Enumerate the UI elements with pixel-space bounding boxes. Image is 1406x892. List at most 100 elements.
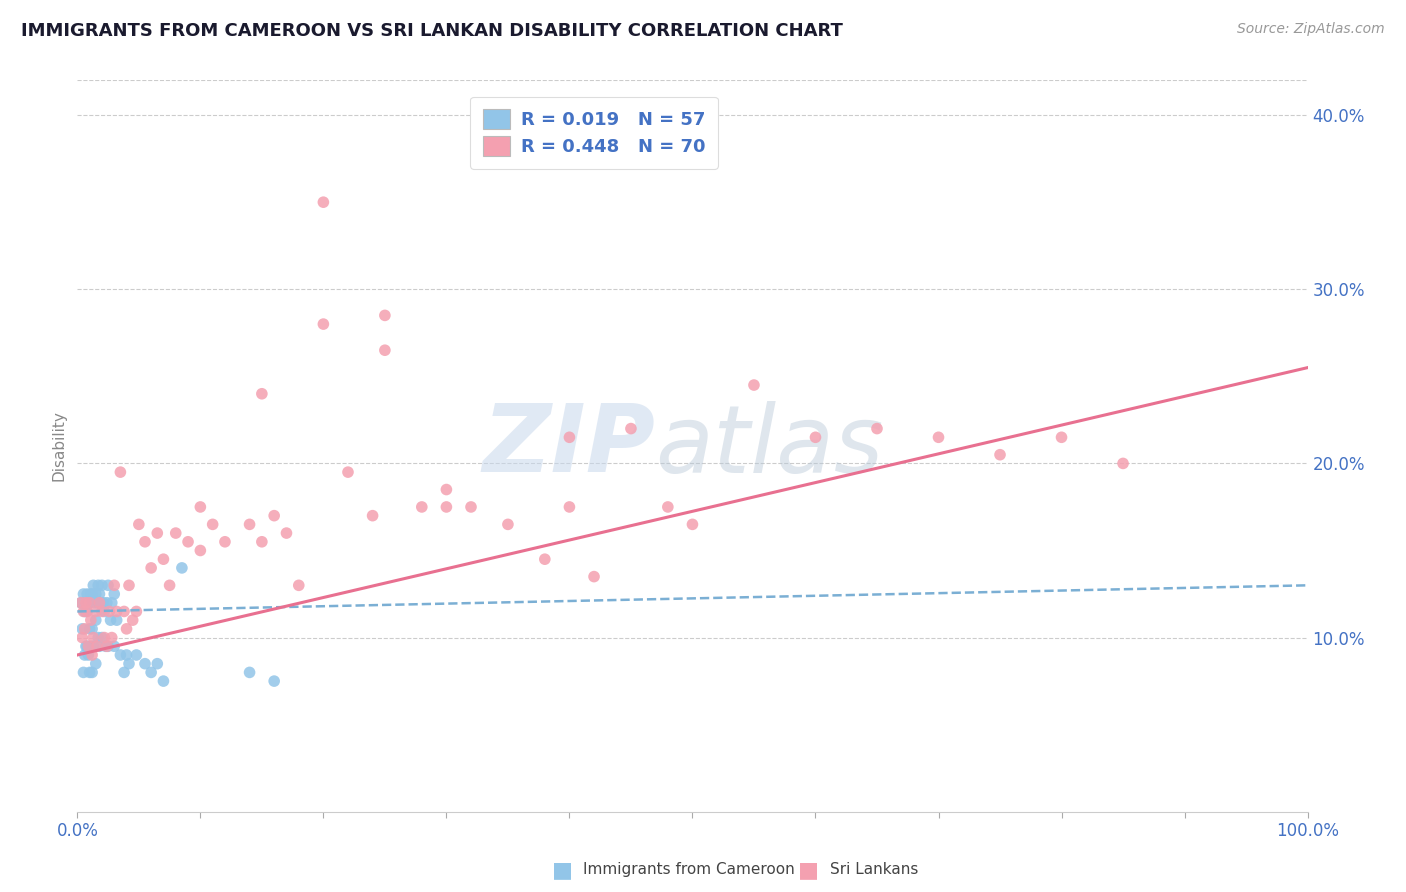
Legend: R = 0.019   N = 57, R = 0.448   N = 70: R = 0.019 N = 57, R = 0.448 N = 70 [470,96,718,169]
Point [86,640,108,654]
Point [374,343,396,358]
Point [411,500,433,514]
Point [866,421,889,435]
Text: atlas: atlas [655,401,884,491]
Point [97,578,120,592]
Y-axis label: Disability: Disability [51,410,66,482]
Point [125,648,148,662]
Point [115,622,138,636]
Point [90,631,114,645]
Point [146,526,169,541]
Point [73,622,96,636]
Point [82,587,104,601]
Point [84,657,107,671]
Point [115,648,138,662]
Point [110,465,132,479]
Point [72,665,94,680]
Point [93,604,115,618]
Point [103,587,125,601]
Point [103,578,125,592]
Point [75,596,97,610]
Point [146,657,169,671]
Point [100,613,122,627]
Point [101,596,124,610]
Point [170,561,193,575]
Point [177,534,200,549]
Point [239,665,262,680]
Point [288,578,311,592]
Point [534,552,557,566]
Point [84,604,107,618]
Text: Sri Lankans: Sri Lankans [830,863,918,877]
Point [75,640,97,654]
Point [988,448,1011,462]
Point [110,648,132,662]
Point [98,604,121,618]
Point [128,517,150,532]
Point [121,613,143,627]
Point [460,500,482,514]
Point [742,378,765,392]
Point [77,596,100,610]
Text: Source: ZipAtlas.com: Source: ZipAtlas.com [1237,22,1385,37]
Text: Immigrants from Cameroon: Immigrants from Cameroon [583,863,796,877]
Point [79,596,101,610]
Point [105,604,128,618]
Point [105,613,128,627]
Point [82,631,104,645]
Point [101,631,124,645]
Point [70,631,93,645]
Point [657,500,679,514]
Point [72,587,94,601]
Point [75,604,97,618]
Point [70,596,93,610]
Point [118,578,141,592]
Point [134,657,156,671]
Point [82,578,104,592]
Point [125,604,148,618]
Point [141,561,163,575]
Point [112,604,135,618]
Point [112,665,135,680]
Point [159,578,181,592]
Point [436,483,458,497]
Point [496,517,519,532]
Point [80,640,103,654]
Point [91,596,114,610]
Point [70,596,93,610]
Point [152,552,174,566]
Point [96,596,118,610]
Point [87,631,110,645]
Point [239,517,262,532]
Point [928,430,950,444]
Point [76,640,98,654]
Point [82,622,104,636]
Point [620,421,643,435]
Point [312,317,335,331]
Point [82,648,104,662]
Point [141,665,163,680]
Point [96,640,118,654]
Point [312,195,335,210]
Point [82,640,104,654]
Text: ■: ■ [553,860,572,880]
Point [214,534,236,549]
Point [93,631,115,645]
Point [118,657,141,671]
Point [583,569,606,583]
Point [84,587,107,601]
Point [80,587,103,601]
Point [165,526,187,541]
Text: ■: ■ [799,860,818,880]
Point [72,604,94,618]
Point [1050,430,1073,444]
Point [80,613,103,627]
Point [374,309,396,323]
Point [250,386,273,401]
Point [263,674,285,689]
Point [79,596,101,610]
Point [83,596,105,610]
Point [89,587,111,601]
Point [250,534,273,549]
Point [1112,457,1135,471]
